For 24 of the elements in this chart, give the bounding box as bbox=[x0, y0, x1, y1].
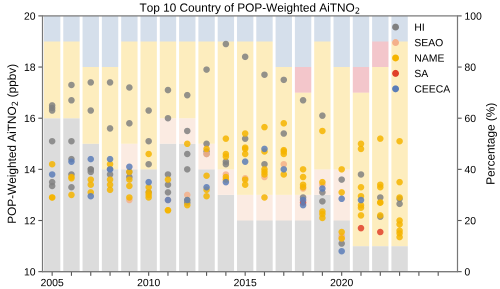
y-axis-title: POP-Weighted AiTNO$_{2}$ (ppbv) bbox=[7, 64, 18, 223]
x-tick-label: 2015 bbox=[234, 278, 256, 286]
y-tick-label: 14 bbox=[24, 166, 36, 174]
chart-title: Top 10 Country of POP-Weighted AiTNO$_{2}$ bbox=[140, 3, 360, 14]
legend-label: HI bbox=[415, 24, 424, 31]
y-tick-label: 12 bbox=[24, 217, 36, 224]
y2-axis-title: Percentage (%) bbox=[486, 103, 497, 184]
y2-tick-label: 60 bbox=[464, 114, 476, 122]
x-tick-label: 2020 bbox=[330, 278, 353, 286]
y2-tick-label: 20 bbox=[464, 217, 476, 224]
y-tick-label: 10 bbox=[24, 268, 36, 276]
y2-tick-label: 80 bbox=[464, 64, 476, 71]
legend-label: CEECA bbox=[414, 85, 450, 93]
x-tick-label: 2010 bbox=[138, 278, 160, 286]
y-tick-label: 18 bbox=[24, 64, 36, 71]
legend-label: SA bbox=[414, 70, 428, 78]
y-tick-label: 16 bbox=[24, 114, 36, 122]
y2-tick-label: 0 bbox=[464, 268, 470, 276]
x-tick-label: 2005 bbox=[41, 278, 64, 286]
y2-tick-label: 100 bbox=[465, 12, 482, 20]
y2-tick-label: 40 bbox=[464, 166, 476, 174]
legend-label: SEAO bbox=[414, 38, 443, 46]
legend-label: NAME bbox=[415, 54, 444, 62]
y-tick-label: 20 bbox=[24, 12, 36, 20]
